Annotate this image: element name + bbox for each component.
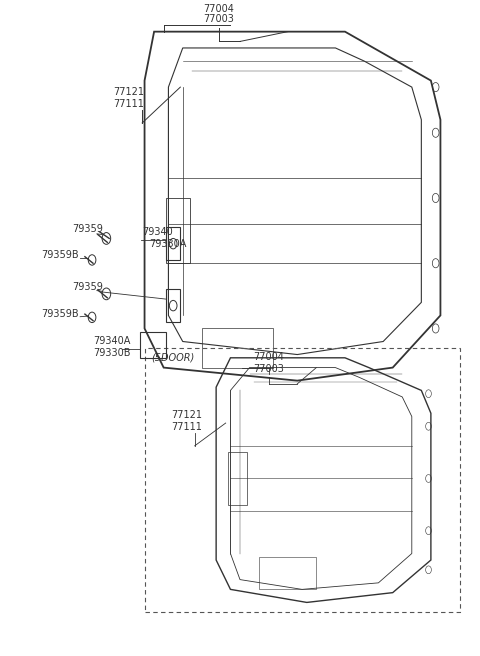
Bar bbox=[228, 453, 247, 504]
Text: 79340: 79340 bbox=[142, 227, 173, 237]
Text: 77111: 77111 bbox=[114, 98, 144, 109]
Text: 77121: 77121 bbox=[114, 87, 144, 97]
Bar bbox=[166, 289, 180, 322]
Bar bbox=[140, 332, 166, 358]
Text: 79359B: 79359B bbox=[41, 250, 79, 260]
Bar bbox=[166, 228, 180, 260]
Text: (5DOOR): (5DOOR) bbox=[152, 352, 195, 362]
Bar bbox=[166, 198, 190, 263]
Bar bbox=[202, 329, 274, 367]
Text: 77003: 77003 bbox=[203, 14, 234, 24]
Text: 79359B: 79359B bbox=[41, 310, 79, 319]
Bar bbox=[144, 348, 459, 612]
Bar bbox=[259, 557, 316, 589]
Text: 77004: 77004 bbox=[203, 4, 234, 14]
Text: 79330B: 79330B bbox=[93, 348, 131, 358]
Text: 79359: 79359 bbox=[72, 282, 103, 292]
Text: 77121: 77121 bbox=[171, 410, 202, 420]
Text: 79330A: 79330A bbox=[149, 239, 187, 249]
Text: 77111: 77111 bbox=[171, 422, 202, 432]
Text: 77003: 77003 bbox=[253, 364, 284, 374]
Text: 77004: 77004 bbox=[253, 352, 284, 362]
Text: 79340A: 79340A bbox=[93, 336, 131, 346]
Text: 79359: 79359 bbox=[72, 224, 103, 234]
